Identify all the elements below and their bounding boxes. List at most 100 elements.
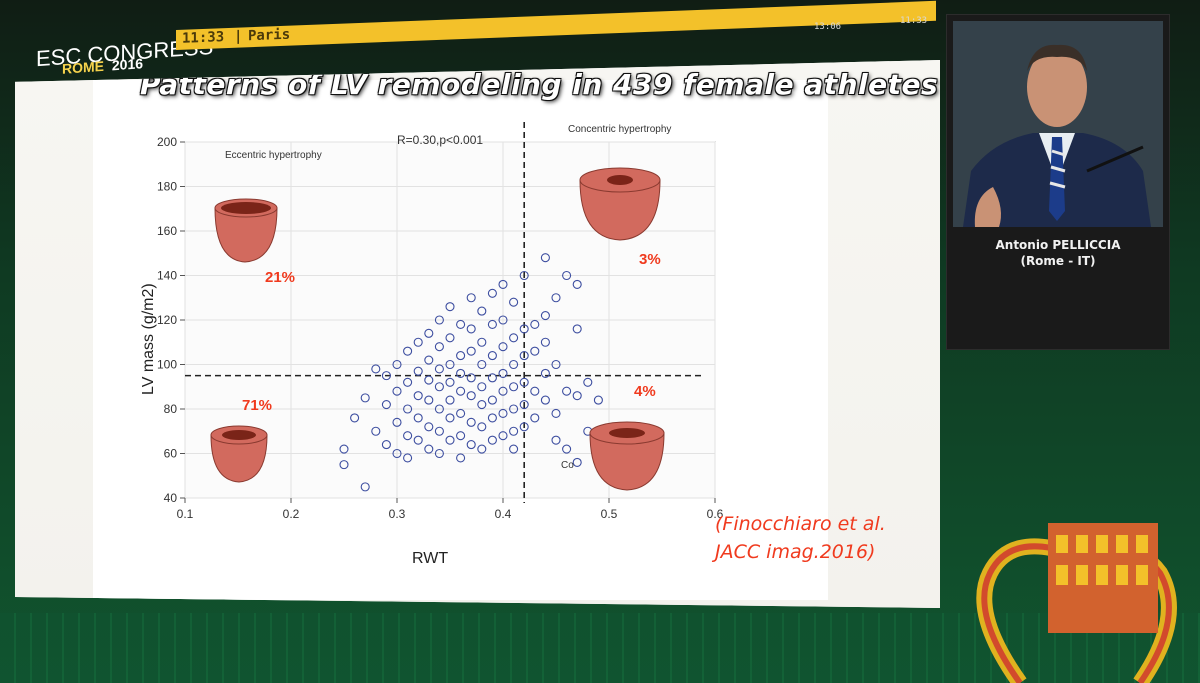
data-point xyxy=(339,444,349,454)
data-point xyxy=(551,359,561,370)
data-point xyxy=(403,346,413,356)
x-tick-label: 0.2 xyxy=(283,507,300,521)
data-point xyxy=(498,342,508,352)
data-point xyxy=(551,408,561,419)
y-tick-label: 140 xyxy=(157,269,177,283)
time-separator: | xyxy=(234,28,243,45)
data-point xyxy=(466,373,476,383)
data-point xyxy=(445,435,455,445)
data-points xyxy=(339,253,603,492)
data-point xyxy=(572,457,582,467)
heart-concentric-remodeling-icon xyxy=(589,421,665,491)
data-point xyxy=(434,382,444,392)
x-tick-label: 0.1 xyxy=(177,507,194,521)
data-point xyxy=(530,346,540,356)
data-point xyxy=(509,359,519,370)
data-point xyxy=(424,375,434,385)
data-point xyxy=(434,404,444,414)
data-point xyxy=(445,333,455,343)
data-point xyxy=(434,364,444,374)
data-point xyxy=(487,373,497,383)
data-point xyxy=(509,297,519,307)
data-point xyxy=(519,324,529,334)
percent-remodeling: 4% xyxy=(634,383,656,400)
data-point xyxy=(456,453,466,463)
data-point xyxy=(445,377,455,387)
data-point xyxy=(424,355,434,365)
data-point xyxy=(413,337,423,347)
data-point xyxy=(403,453,413,463)
percent-eccentric: 21% xyxy=(265,269,295,286)
percent-concentric: 3% xyxy=(639,251,661,268)
data-point xyxy=(498,368,508,378)
quadrant-label-remodeling: Co xyxy=(561,460,574,471)
data-point xyxy=(477,306,487,316)
data-point xyxy=(371,426,381,436)
data-point xyxy=(466,417,476,427)
data-point xyxy=(551,435,561,445)
congress-year: 2016 xyxy=(111,55,144,74)
data-point xyxy=(477,422,487,432)
slide: 0.1 0.2 0.3 0.4 0.5 0.6 40 60 80 100 120 140 160 180… xyxy=(15,60,940,608)
data-point xyxy=(424,444,434,454)
data-point xyxy=(392,386,402,396)
data-point xyxy=(445,413,455,423)
y-tick-label: 40 xyxy=(164,491,178,505)
session-city: Paris xyxy=(248,26,291,45)
colosseum-logo-icon xyxy=(976,523,1177,683)
data-point xyxy=(392,417,402,427)
data-point xyxy=(572,324,582,334)
session-time: 11:33 xyxy=(182,29,225,47)
y-tick-label: 200 xyxy=(157,135,177,149)
data-point xyxy=(572,279,582,289)
data-point xyxy=(456,319,466,330)
presenter-affiliation: (Rome - IT) xyxy=(1020,254,1096,268)
data-point xyxy=(509,382,519,392)
heart-concentric-hypertrophy-icon xyxy=(579,167,661,241)
data-point xyxy=(487,319,497,330)
data-point xyxy=(540,368,550,378)
data-point xyxy=(445,302,455,312)
data-point xyxy=(456,386,466,396)
data-point xyxy=(487,413,497,423)
data-point xyxy=(519,399,529,410)
data-point xyxy=(519,377,529,387)
data-point xyxy=(413,366,423,376)
data-point xyxy=(498,315,508,325)
data-point xyxy=(371,364,381,374)
data-point xyxy=(360,393,370,403)
scatter-chart: 0.1 0.2 0.3 0.4 0.5 0.6 40 60 80 100 120 140 160 180… xyxy=(93,80,828,600)
congress-header: ESC CONGRESS ROME 2016 11:33 | Paris 11:… xyxy=(0,0,1200,80)
data-point xyxy=(530,413,540,423)
data-point xyxy=(540,395,550,405)
quadrant-label-concentric: Concentric hypertrophy xyxy=(568,124,671,135)
data-point xyxy=(392,359,402,370)
congress-city: ROME xyxy=(62,57,104,77)
data-point xyxy=(509,444,519,454)
percent-normal: 71% xyxy=(242,397,272,414)
data-point xyxy=(381,440,391,450)
correlation-stat: R=0.30,p<0.001 xyxy=(397,133,483,147)
x-tick-label: 0.4 xyxy=(495,507,512,521)
data-point xyxy=(466,324,476,334)
y-axis-label: LV mass (g/m2) xyxy=(140,283,157,395)
y-tick-label: 60 xyxy=(164,447,178,461)
data-point xyxy=(434,426,444,436)
data-point xyxy=(403,431,413,441)
y-ticks: 40 60 80 100 120 140 160 180 200 xyxy=(157,135,185,505)
data-point xyxy=(562,270,572,281)
y-tick-label: 100 xyxy=(157,358,177,372)
data-point xyxy=(434,448,444,459)
data-point xyxy=(392,448,402,459)
data-point xyxy=(487,351,497,361)
data-point xyxy=(509,426,519,436)
data-point xyxy=(477,382,487,392)
data-point xyxy=(350,413,360,423)
data-point xyxy=(360,482,370,492)
data-point xyxy=(530,319,540,330)
data-point xyxy=(403,404,413,414)
data-point xyxy=(509,333,519,343)
data-point xyxy=(456,368,466,378)
data-point xyxy=(466,440,476,450)
